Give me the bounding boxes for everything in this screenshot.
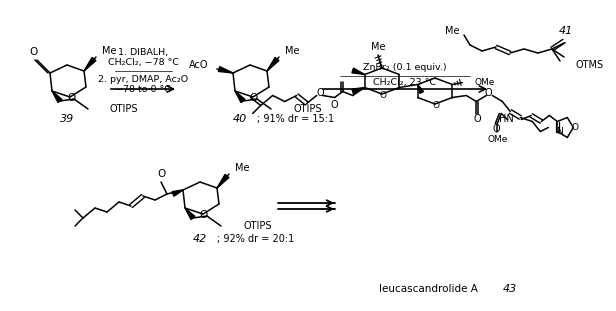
Text: O: O	[474, 114, 481, 124]
Text: 39: 39	[60, 114, 74, 124]
Polygon shape	[172, 190, 183, 196]
Text: ZnBr₂ (0.1 equiv.): ZnBr₂ (0.1 equiv.)	[363, 63, 447, 72]
Text: OMe: OMe	[474, 78, 495, 87]
Text: O: O	[493, 124, 500, 134]
Polygon shape	[218, 67, 233, 73]
Text: O: O	[379, 91, 386, 100]
Text: ; 91% dr = 15:1: ; 91% dr = 15:1	[257, 114, 334, 124]
Text: 43: 43	[503, 284, 517, 294]
Text: CH₂Cl₂, −78 °C: CH₂Cl₂, −78 °C	[108, 58, 179, 67]
Text: Me: Me	[371, 42, 385, 52]
Text: O: O	[157, 169, 165, 179]
Text: 1. DIBALH,: 1. DIBALH,	[118, 49, 168, 58]
Text: O: O	[572, 123, 579, 132]
Text: Me: Me	[235, 163, 249, 173]
Text: 42: 42	[193, 234, 207, 244]
Text: 41: 41	[559, 26, 573, 36]
Text: Me: Me	[285, 46, 299, 56]
Text: 40: 40	[233, 114, 247, 124]
Text: leucascandrolide A: leucascandrolide A	[379, 284, 481, 294]
Text: O: O	[317, 89, 325, 99]
Text: O: O	[485, 89, 492, 99]
Text: HN: HN	[498, 114, 513, 124]
Polygon shape	[185, 208, 195, 220]
Text: O: O	[331, 100, 338, 110]
Text: O: O	[30, 47, 38, 57]
Polygon shape	[352, 68, 365, 75]
Text: OTIPS: OTIPS	[243, 221, 272, 231]
Text: OTIPS: OTIPS	[110, 104, 139, 114]
Text: 2. pyr, DMAP, Ac₂O: 2. pyr, DMAP, Ac₂O	[98, 75, 188, 83]
Text: O: O	[200, 210, 208, 220]
Text: CH₂Cl₂, 23 °C: CH₂Cl₂, 23 °C	[373, 78, 437, 87]
Text: N: N	[556, 127, 562, 136]
Text: ; 92% dr = 20:1: ; 92% dr = 20:1	[217, 234, 294, 244]
Text: AcO: AcO	[188, 60, 208, 70]
Polygon shape	[352, 87, 365, 94]
Text: OTIPS: OTIPS	[293, 104, 322, 114]
Polygon shape	[418, 85, 423, 93]
Text: O: O	[250, 93, 258, 103]
Text: Me: Me	[445, 26, 460, 36]
Text: O: O	[432, 101, 439, 110]
Polygon shape	[267, 58, 279, 71]
Text: OTMS: OTMS	[576, 60, 604, 70]
Polygon shape	[84, 58, 96, 71]
Text: −78 to 0 °C: −78 to 0 °C	[115, 85, 171, 94]
Polygon shape	[217, 174, 229, 188]
Text: OMe: OMe	[487, 135, 508, 144]
Polygon shape	[235, 91, 245, 103]
Text: O: O	[67, 93, 75, 103]
Text: Me: Me	[102, 46, 116, 56]
Polygon shape	[52, 91, 62, 103]
